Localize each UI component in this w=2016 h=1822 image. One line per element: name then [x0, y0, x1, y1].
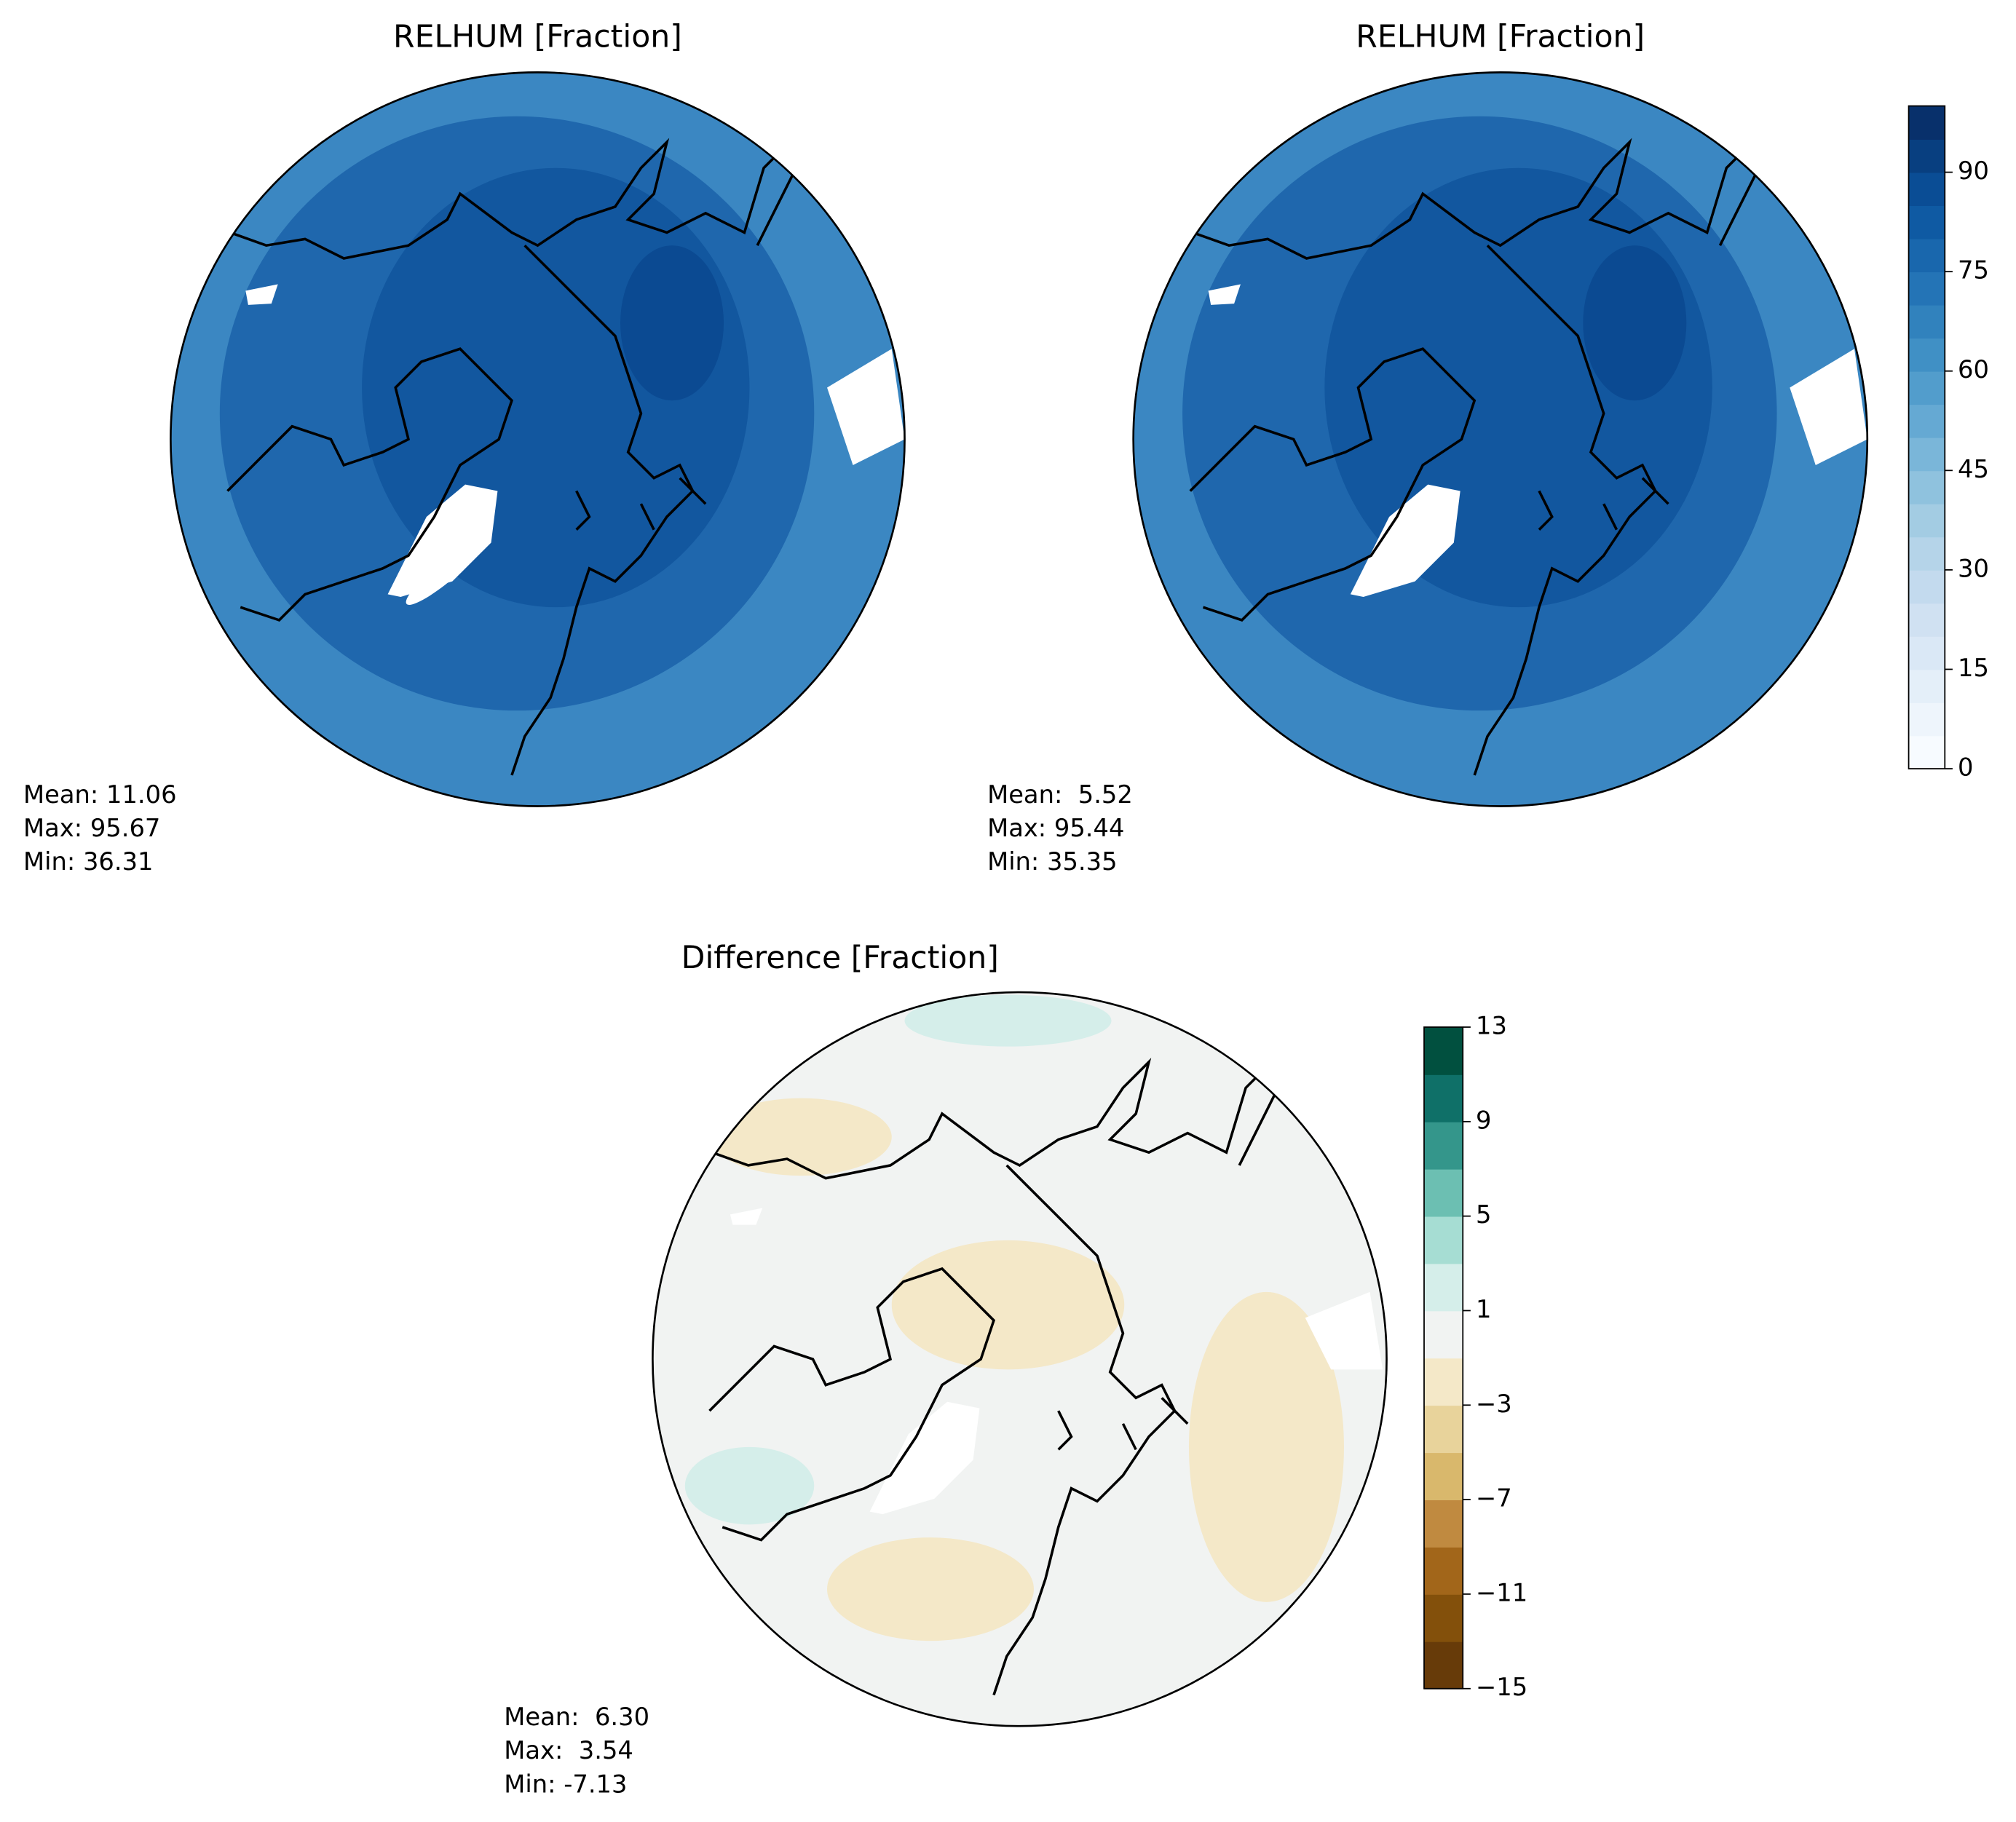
colorbar-level [1908, 304, 1945, 339]
colorbar-tick-label: 15 [1958, 654, 1989, 682]
colorbar-level [1908, 603, 1945, 637]
colorbar-level [1908, 569, 1945, 604]
colorbar-tick-label: 45 [1958, 455, 1989, 483]
panel-title: RELHUM [Fraction] [393, 19, 682, 55]
map-2 [1133, 72, 1867, 807]
stat-line: Mean: 5.52 [987, 780, 1133, 809]
colorbar-tick-label: 0 [1958, 753, 1973, 782]
colorbar-level [1424, 1500, 1463, 1548]
colorbar-level [1908, 404, 1945, 438]
colorbar-level [1424, 1027, 1463, 1075]
colorbar-level [1908, 272, 1945, 306]
colorbar-level [1424, 1593, 1463, 1642]
colorbar-level [1908, 338, 1945, 372]
stat-line: Min: 36.31 [23, 847, 153, 876]
colorbar-level [1424, 1405, 1463, 1454]
panel-title: Difference [Fraction] [681, 940, 999, 976]
stat-line: Mean: 6.30 [504, 1703, 649, 1731]
colorbar-tick-label: 9 [1476, 1106, 1491, 1134]
map-border [1132, 71, 1869, 807]
colorbar-level [1424, 1547, 1463, 1595]
colorbar-level [1908, 238, 1945, 273]
stat-line: Max: 95.44 [987, 814, 1124, 842]
colorbar-level [1424, 1641, 1463, 1690]
panel-title: RELHUM [Fraction] [1356, 19, 1645, 55]
colorbar-tick-label: 1 [1476, 1295, 1491, 1323]
colorbar-level [1424, 1168, 1463, 1217]
map-border [652, 991, 1388, 1727]
colorbar-tick-label: 30 [1958, 554, 1989, 582]
colorbar-level [1424, 1263, 1463, 1312]
colorbar-tick-label: −3 [1476, 1390, 1512, 1418]
colorbar-level [1908, 106, 1945, 140]
colorbar-level [1908, 205, 1945, 239]
stat-line: Mean: 11.06 [23, 780, 176, 809]
colorbar-tick-label: −11 [1476, 1578, 1527, 1607]
stat-line: Max: 3.54 [504, 1736, 633, 1764]
map-1 [170, 72, 905, 807]
colorbar-tick-label: 60 [1958, 355, 1989, 384]
colorbar-tick-label: −15 [1476, 1673, 1527, 1701]
colorbar-frame [1908, 105, 1946, 769]
colorbar-level [1908, 735, 1945, 769]
colorbar-level [1908, 503, 1945, 538]
colorbar-tick-label: 5 [1476, 1200, 1491, 1229]
map-border [170, 71, 906, 807]
colorbar-level [1908, 371, 1945, 405]
stat-line: Min: 35.35 [987, 847, 1117, 876]
colorbar-level [1908, 172, 1945, 207]
colorbar-frame [1423, 1026, 1464, 1690]
colorbar-tick-label: 75 [1958, 256, 1989, 285]
colorbar-level [1908, 536, 1945, 571]
colorbar-level [1908, 702, 1945, 737]
map-3 [652, 992, 1387, 1727]
colorbar-level [1908, 669, 1945, 703]
colorbar-level [1424, 1310, 1463, 1359]
colorbar-level [1424, 1452, 1463, 1500]
colorbar-level [1424, 1358, 1463, 1406]
colorbar-level [1908, 139, 1945, 173]
colorbar-tick-label: 13 [1476, 1012, 1507, 1040]
colorbar-level [1424, 1216, 1463, 1264]
colorbar-level [1424, 1074, 1463, 1122]
stat-line: Max: 95.67 [23, 814, 160, 842]
colorbar-tick-label: −7 [1476, 1484, 1512, 1513]
colorbar-level [1424, 1121, 1463, 1170]
colorbar-level [1908, 437, 1945, 472]
colorbar-level [1908, 635, 1945, 670]
colorbar-tick-label: 90 [1958, 157, 1989, 185]
colorbar-level [1908, 470, 1945, 504]
stat-line: Min: -7.13 [504, 1770, 627, 1798]
